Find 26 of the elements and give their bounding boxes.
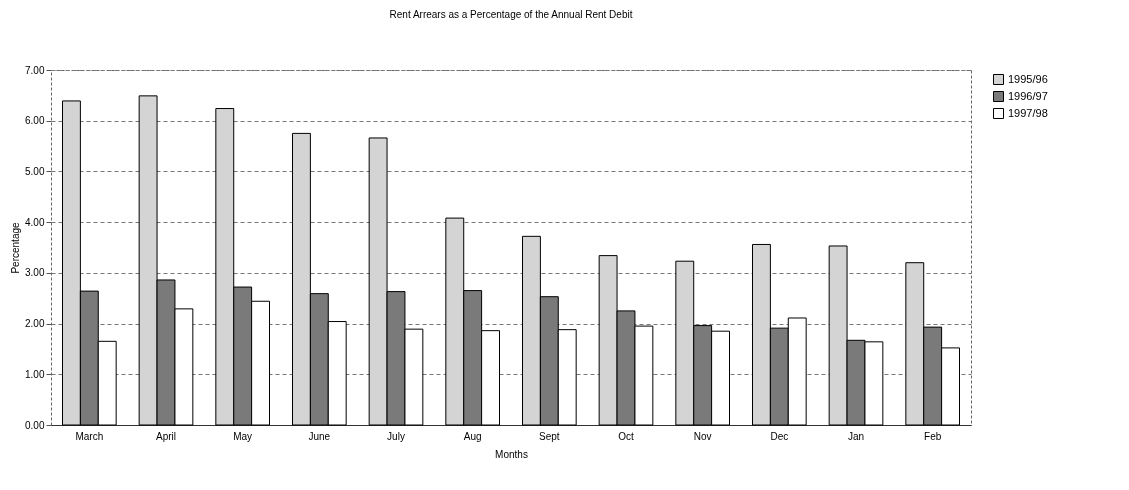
- x-tick-label: Nov: [693, 430, 712, 442]
- x-tick-label: Aug: [463, 430, 482, 442]
- x-axis-title: Months: [495, 448, 528, 460]
- y-tick-label: 2.00: [25, 318, 45, 330]
- legend-label: 1996/97: [1008, 89, 1048, 102]
- x-tick-label: March: [75, 430, 104, 442]
- x-tick-label: Oct: [618, 430, 634, 442]
- x-tick-label: Feb: [924, 430, 942, 442]
- y-tick-label: 1.00: [25, 368, 45, 380]
- x-tick-label: May: [233, 430, 253, 442]
- x-tick-label: June: [308, 430, 331, 442]
- x-tick-label: Jan: [847, 430, 865, 442]
- x-tick-label: April: [155, 430, 177, 442]
- x-tick-label: July: [387, 430, 405, 442]
- y-tick-label: 5.00: [25, 165, 45, 177]
- y-axis-title: Percentage: [10, 221, 22, 274]
- y-tick-label: 3.00: [25, 267, 45, 279]
- y-tick-label: 7.00: [25, 64, 45, 76]
- legend-label: 1997/98: [1008, 106, 1048, 119]
- chart-title: Rent Arrears as a Percentage of the Annual Rent Debit: [389, 9, 633, 20]
- y-tick-label: 6.00: [25, 115, 45, 127]
- y-tick-label: 0.00: [25, 419, 45, 431]
- x-tick-label: Sept: [539, 430, 560, 442]
- x-tick-label: Dec: [770, 430, 789, 442]
- y-tick-label: 4.00: [25, 216, 45, 228]
- legend-label: 1995/96: [1008, 72, 1048, 85]
